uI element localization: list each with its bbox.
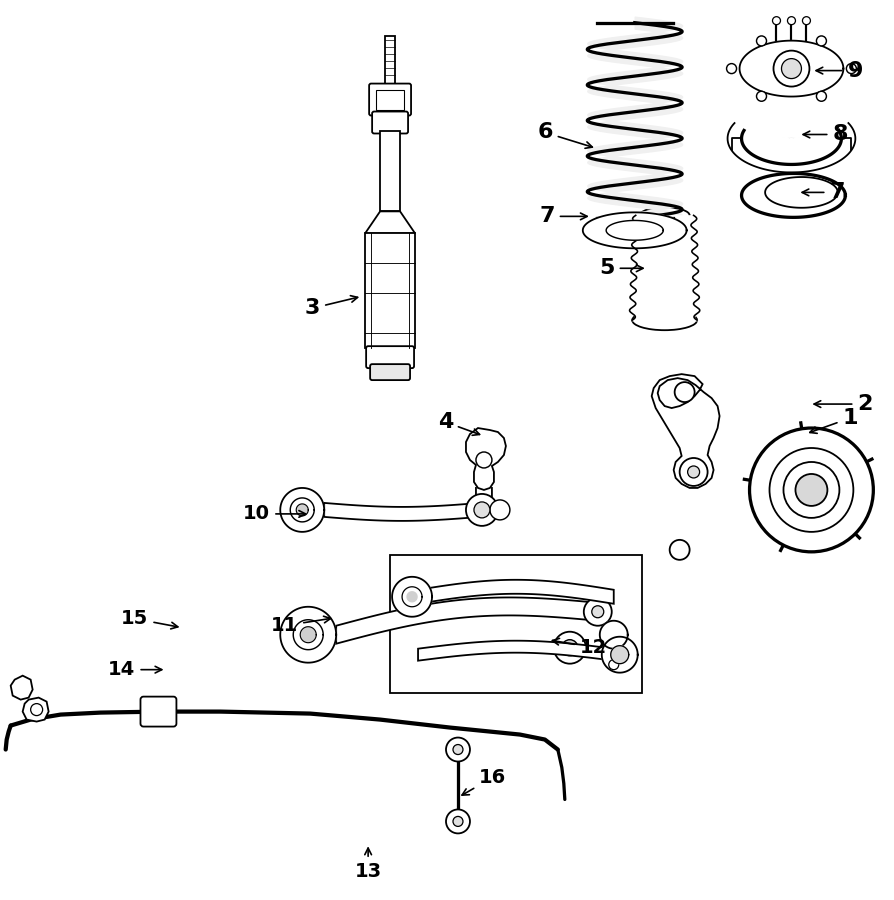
Circle shape	[846, 64, 856, 74]
Circle shape	[583, 598, 611, 626]
Bar	[380, 131, 400, 212]
Text: 14: 14	[108, 661, 162, 680]
Polygon shape	[466, 428, 505, 490]
Text: 9: 9	[815, 60, 862, 81]
Polygon shape	[741, 130, 840, 165]
Text: 15: 15	[121, 609, 178, 629]
Circle shape	[466, 494, 497, 526]
Circle shape	[772, 17, 780, 24]
Text: 4: 4	[437, 412, 479, 436]
Circle shape	[687, 466, 699, 478]
Circle shape	[669, 540, 689, 560]
FancyBboxPatch shape	[372, 112, 408, 133]
Polygon shape	[582, 212, 686, 248]
Bar	[390, 554, 641, 693]
Text: 12: 12	[552, 638, 606, 657]
Circle shape	[679, 458, 707, 486]
Bar	[375, 90, 403, 110]
FancyBboxPatch shape	[366, 346, 414, 368]
Polygon shape	[738, 40, 842, 96]
Text: 11: 11	[271, 616, 330, 635]
Circle shape	[780, 58, 800, 78]
Text: 13: 13	[354, 848, 381, 881]
Circle shape	[561, 640, 578, 656]
Text: 3: 3	[305, 296, 358, 319]
FancyBboxPatch shape	[370, 364, 409, 380]
Circle shape	[748, 428, 873, 552]
Text: 7: 7	[539, 206, 586, 227]
Polygon shape	[601, 636, 637, 672]
Polygon shape	[22, 698, 48, 722]
Text: 8: 8	[802, 124, 847, 145]
Text: 7: 7	[801, 183, 844, 202]
Polygon shape	[280, 607, 336, 662]
Polygon shape	[610, 645, 628, 663]
Circle shape	[445, 809, 469, 833]
Circle shape	[30, 704, 43, 716]
Polygon shape	[764, 177, 837, 208]
Circle shape	[452, 744, 462, 754]
Polygon shape	[392, 577, 432, 616]
Circle shape	[445, 738, 469, 761]
Polygon shape	[11, 676, 32, 699]
Circle shape	[802, 17, 810, 24]
Circle shape	[815, 36, 825, 46]
Polygon shape	[293, 620, 323, 650]
Polygon shape	[605, 220, 662, 240]
Polygon shape	[651, 374, 719, 488]
Polygon shape	[599, 621, 627, 649]
Polygon shape	[299, 626, 316, 643]
Polygon shape	[365, 212, 415, 233]
Circle shape	[476, 452, 492, 468]
Polygon shape	[417, 641, 613, 661]
Text: 5: 5	[599, 258, 642, 278]
Circle shape	[489, 500, 510, 520]
Circle shape	[815, 91, 825, 102]
FancyBboxPatch shape	[140, 697, 176, 726]
Text: 6: 6	[536, 122, 592, 148]
Circle shape	[452, 816, 462, 826]
Polygon shape	[290, 498, 314, 522]
Text: 16: 16	[461, 768, 506, 795]
Bar	[365, 233, 415, 348]
Circle shape	[726, 64, 736, 74]
Polygon shape	[741, 174, 845, 218]
FancyBboxPatch shape	[368, 84, 410, 115]
Polygon shape	[417, 580, 613, 604]
Polygon shape	[401, 587, 422, 607]
Circle shape	[772, 50, 808, 86]
Polygon shape	[407, 592, 417, 602]
Circle shape	[474, 502, 489, 518]
Circle shape	[769, 448, 852, 532]
Circle shape	[608, 660, 618, 670]
Circle shape	[674, 382, 694, 402]
Polygon shape	[324, 503, 479, 521]
Circle shape	[553, 632, 586, 663]
Circle shape	[591, 606, 603, 617]
Polygon shape	[280, 488, 324, 532]
Bar	[384, 36, 394, 86]
Text: 10: 10	[243, 504, 305, 524]
Text: 1: 1	[809, 408, 857, 434]
Polygon shape	[336, 598, 597, 644]
Circle shape	[787, 17, 795, 24]
Polygon shape	[296, 504, 308, 516]
Circle shape	[755, 91, 765, 102]
Text: 2: 2	[814, 394, 872, 414]
Circle shape	[755, 36, 765, 46]
Circle shape	[795, 474, 826, 506]
Circle shape	[782, 462, 839, 517]
